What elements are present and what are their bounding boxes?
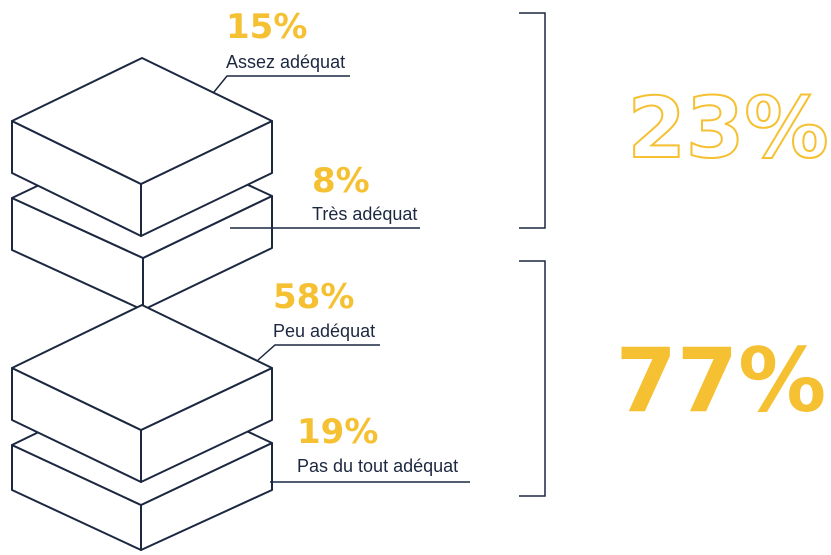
segment-value: 15% bbox=[226, 7, 307, 47]
block-assez-adequat bbox=[11, 57, 273, 237]
segment-labels: 15% Assez adéquat 8% Très adéquat 58% Pe… bbox=[226, 7, 458, 476]
bracket-bottom bbox=[519, 260, 546, 497]
segment-label: Peu adéquat bbox=[273, 321, 375, 341]
segment-label: Pas du tout adéquat bbox=[297, 456, 458, 476]
bracket-top bbox=[519, 12, 546, 229]
total-bottom-filled: 77% bbox=[616, 329, 827, 432]
segment-value: 19% bbox=[297, 412, 378, 452]
leader-line-peu bbox=[257, 344, 380, 361]
segment-label: Très adéquat bbox=[312, 204, 417, 224]
block-peu-adequat bbox=[11, 304, 273, 483]
block-group-top bbox=[11, 57, 273, 311]
segment-value: 58% bbox=[273, 277, 354, 317]
brackets bbox=[519, 12, 546, 497]
total-top-outline: 23% bbox=[627, 79, 828, 177]
leader-lines bbox=[213, 75, 470, 483]
segment-label: Assez adéquat bbox=[226, 52, 345, 72]
block-group-bottom bbox=[11, 304, 273, 551]
leader-line-assez bbox=[213, 75, 350, 93]
segment-value: 8% bbox=[312, 161, 370, 201]
